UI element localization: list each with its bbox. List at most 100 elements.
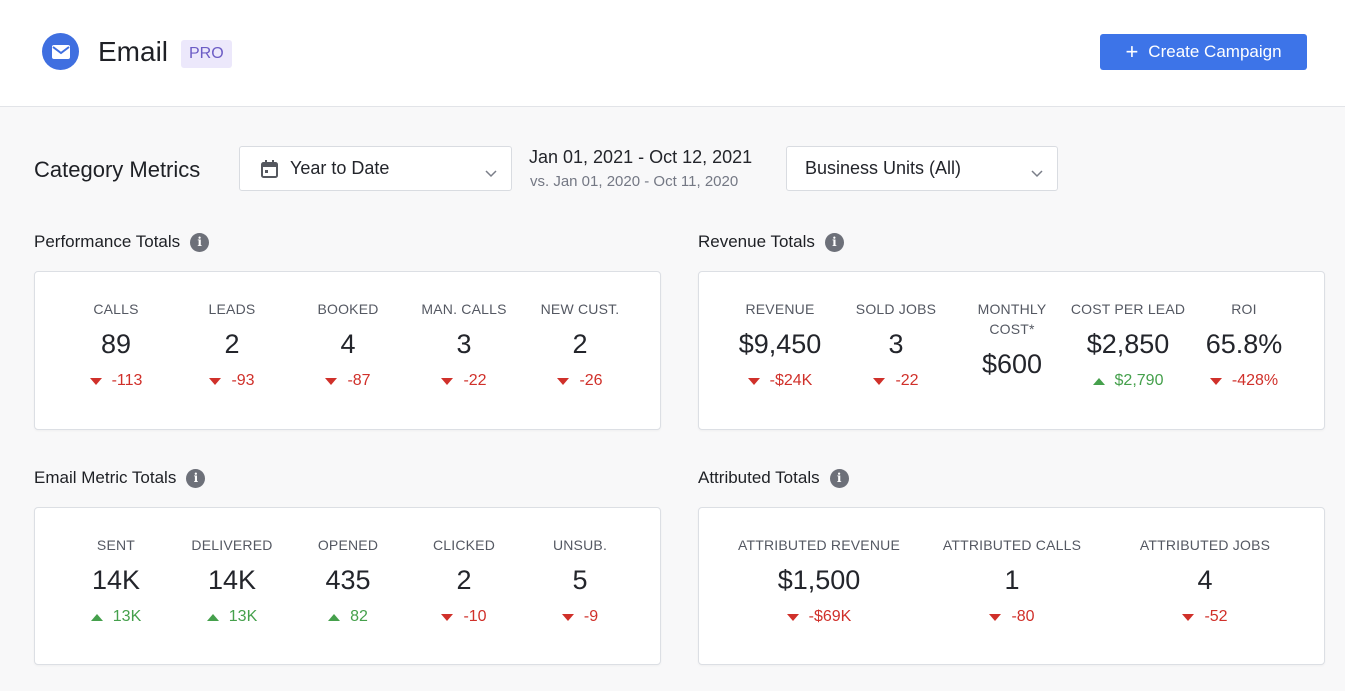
metric-unsub: UNSUB. 5 -9 [530, 535, 630, 627]
metric-value: $1,500 [777, 565, 861, 595]
attributed-totals-card: ATTRIBUTED REVENUE $1,500 -$69K ATTRIBUT… [698, 507, 1325, 665]
metric-delta: -10 [414, 607, 514, 627]
metric-value: 3 [888, 329, 904, 359]
metric-label: LEADS [208, 301, 256, 317]
metric-delta-value: -$69K [808, 608, 852, 625]
period-select[interactable]: Year to Date [239, 146, 512, 191]
metric-delta-value: -428% [1231, 372, 1279, 389]
metric-attributed-revenue: ATTRIBUTED REVENUE $1,500 -$69K [729, 535, 909, 627]
triangle-down-icon [557, 377, 570, 385]
page-header: Email PRO + Create Campaign [0, 0, 1345, 107]
metric-calls: CALLS 89 -113 [66, 299, 166, 391]
triangle-up-icon [1092, 377, 1105, 385]
chevron-down-icon [1031, 162, 1043, 183]
pro-badge: PRO [181, 40, 232, 68]
metric-delta-value: -$24K [769, 372, 813, 389]
metric-value: 2 [224, 329, 240, 359]
revenue-totals-card: REVENUE $9,450 -$24K SOLD JOBS 3 -22 MON… [698, 271, 1325, 430]
date-compare: vs. Jan 01, 2020 - Oct 11, 2020 [530, 173, 739, 190]
info-icon[interactable]: i [824, 232, 844, 252]
metric-roi: ROI 65.8% -428% [1194, 299, 1294, 391]
metric-cost-per-lead: COST PER LEAD $2,850 $2,790 [1068, 299, 1188, 391]
performance-totals-title: Performance Totals [34, 232, 181, 251]
metric-delta-value: -26 [579, 372, 603, 389]
plus-icon: + [1125, 39, 1139, 64]
metric-value: 14K [207, 565, 257, 595]
metric-label: NEW CUST. [540, 301, 620, 317]
metric-delta: -428% [1194, 371, 1294, 391]
metric-value: 4 [340, 329, 356, 359]
metric-delta: -26 [530, 371, 630, 391]
date-range: Jan 01, 2021 - Oct 12, 2021 [529, 147, 753, 167]
metric-delta: -80 [927, 607, 1097, 627]
app-title: Email [98, 36, 169, 67]
metric-label: OPENED [317, 537, 379, 553]
metric-delta: $2,790 [1068, 371, 1188, 391]
metric-delta: -113 [66, 371, 166, 391]
metric-label: ATTRIBUTED CALLS [942, 537, 1082, 553]
metric-label: REVENUE [745, 301, 815, 317]
metric-new-cust: NEW CUST. 2 -26 [530, 299, 630, 391]
metric-delta-value: -113 [111, 372, 143, 389]
metric-delta-value: -10 [463, 608, 487, 625]
info-icon[interactable]: i [190, 232, 210, 252]
metric-delta: -9 [530, 607, 630, 627]
info-icon[interactable]: i [186, 468, 206, 488]
metric-value: 2 [572, 329, 588, 359]
triangle-down-icon [441, 613, 454, 621]
metric-opened: OPENED 435 82 [298, 535, 398, 627]
triangle-down-icon [325, 377, 338, 385]
metric-delta: -22 [846, 371, 946, 391]
metric-clicked: CLICKED 2 -10 [414, 535, 514, 627]
metric-value: 1 [1004, 565, 1020, 595]
metric-label: MONTHLY [977, 301, 1047, 317]
metric-value: $2,850 [1086, 329, 1170, 359]
triangle-down-icon [441, 377, 454, 385]
metric-delta: -52 [1120, 607, 1290, 627]
metric-delta: -87 [298, 371, 398, 391]
triangle-down-icon [989, 613, 1002, 621]
metric-delta-value: -93 [231, 372, 255, 389]
metric-label: CLICKED [432, 537, 496, 553]
metric-label: SENT [96, 537, 136, 553]
metric-value: 89 [100, 329, 132, 359]
metric-delta-value: 13K [112, 608, 142, 625]
metric-sold-jobs: SOLD JOBS 3 -22 [846, 299, 946, 391]
create-campaign-label: Create Campaign [1148, 42, 1282, 61]
create-campaign-button[interactable]: + Create Campaign [1100, 34, 1307, 70]
metric-label: UNSUB. [552, 537, 608, 553]
metric-value: 3 [456, 329, 472, 359]
metric-attributed-jobs: ATTRIBUTED JOBS 4 -52 [1120, 535, 1290, 627]
metric-delta: 13K [182, 607, 282, 627]
triangle-down-icon [1182, 613, 1195, 621]
attributed-totals-heading: Attributed Totals i [698, 467, 849, 489]
period-select-value: Year to Date [290, 158, 390, 178]
revenue-totals-heading: Revenue Totals i [698, 231, 844, 253]
category-metrics-title: Category Metrics [34, 157, 201, 182]
triangle-down-icon [209, 377, 222, 385]
triangle-up-icon [328, 613, 341, 621]
business-units-select[interactable]: Business Units (All) [786, 146, 1058, 191]
metric-delta: -$69K [729, 607, 909, 627]
triangle-down-icon [561, 613, 574, 621]
metric-value: 4 [1197, 565, 1213, 595]
attributed-totals-title: Attributed Totals [698, 468, 820, 487]
metric-leads: LEADS 2 -93 [182, 299, 282, 391]
performance-totals-card: CALLS 89 -113 LEADS 2 -93 BOOKED 4 -87 M… [34, 271, 661, 430]
metric-label: MAN. CALLS [421, 301, 507, 317]
metric-revenue: REVENUE $9,450 -$24K [725, 299, 835, 391]
metric-value: 65.8% [1205, 329, 1283, 359]
triangle-down-icon [747, 377, 760, 385]
metric-label-line2: COST* [989, 321, 1035, 337]
metric-delta-value: -22 [463, 372, 487, 389]
info-icon[interactable]: i [829, 468, 849, 488]
metric-label: DELIVERED [191, 537, 273, 553]
metric-delta: 13K [66, 607, 166, 627]
performance-totals-heading: Performance Totals i [34, 231, 210, 253]
metric-delta-value: 82 [350, 608, 368, 625]
metric-delivered: DELIVERED 14K 13K [182, 535, 282, 627]
chevron-down-icon [485, 162, 497, 183]
metric-attributed-calls: ATTRIBUTED CALLS 1 -80 [927, 535, 1097, 627]
metric-delta-value: -80 [1011, 608, 1035, 625]
metric-delta-value: 13K [228, 608, 258, 625]
